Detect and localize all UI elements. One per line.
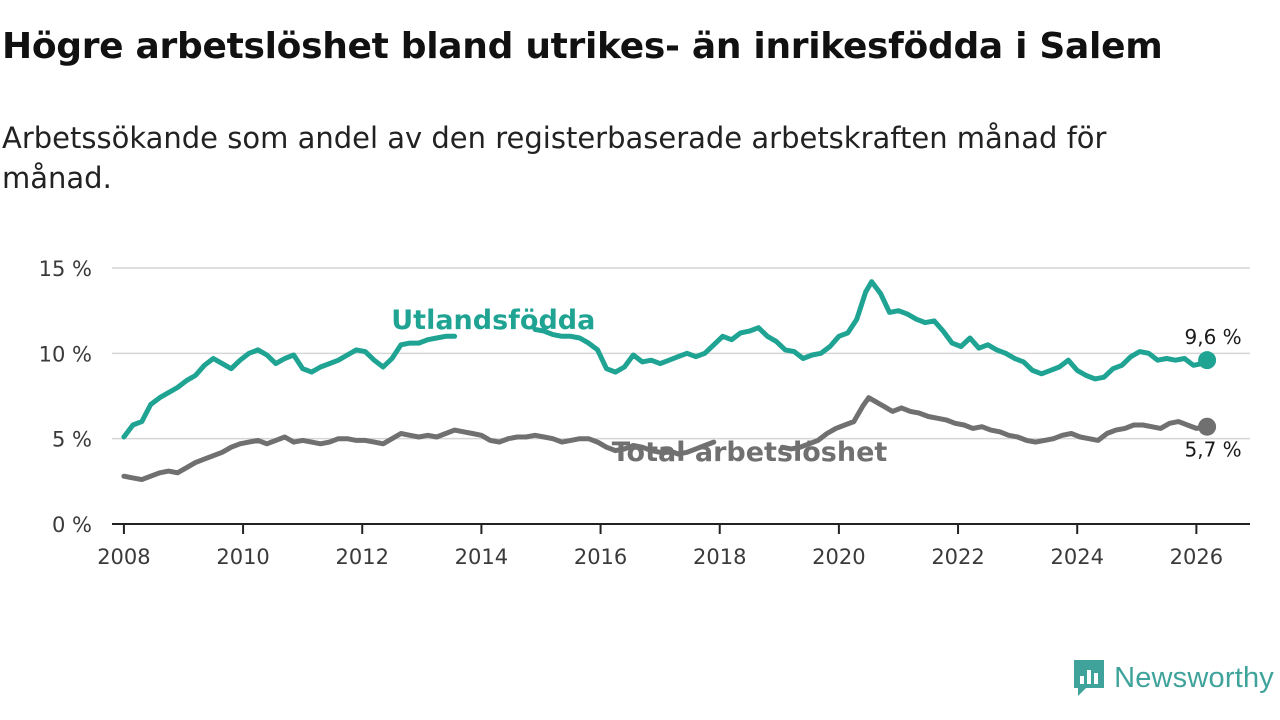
series-end-marker-1 xyxy=(1198,417,1217,436)
series-label-total: Total arbetslöshet xyxy=(612,437,888,468)
chart-title: Högre arbetslöshet bland utrikes- än inr… xyxy=(2,26,1163,67)
x-tick-label: 2020 xyxy=(812,545,865,569)
series-lines xyxy=(121,279,1217,483)
brand-name: Newsworthy xyxy=(1114,661,1274,694)
series-end-marker-0 xyxy=(1198,351,1217,370)
x-tick-label: 2010 xyxy=(216,545,269,569)
x-tick-label: 2016 xyxy=(574,545,627,569)
x-tick-label: 2022 xyxy=(931,545,984,569)
x-axis: 2008 2010 2012 2014 2016 2018 2020 2022 2024 2026 xyxy=(97,523,1250,569)
end-value-total: 5,7 % xyxy=(1185,438,1242,462)
series-labels: Utlandsfödda Total arbetslöshet 9,6 % 5,7 % xyxy=(391,305,1241,468)
newsworthy-logo-icon xyxy=(1074,660,1105,696)
y-tick-label: 0 % xyxy=(52,513,92,537)
y-axis-ticks: 0 % 5 % 10 % 15 % xyxy=(39,257,92,537)
x-tick-label: 2026 xyxy=(1170,545,1223,569)
chart-subtitle: Arbetssökande som andel av den registerb… xyxy=(2,121,1107,195)
x-tick-label: 2024 xyxy=(1050,545,1103,569)
y-tick-label: 10 % xyxy=(39,342,92,366)
x-tick-label: 2008 xyxy=(97,545,150,569)
brand-logo: Newsworthy xyxy=(1072,658,1274,698)
y-tick-label: 5 % xyxy=(52,428,92,452)
y-tick-label: 15 % xyxy=(39,257,92,281)
series-line-0 xyxy=(121,279,1210,440)
x-tick-label: 2014 xyxy=(455,545,508,569)
x-tick-label: 2012 xyxy=(336,545,389,569)
x-tick-label: 2018 xyxy=(693,545,746,569)
series-label-utlandsfodda: Utlandsfödda xyxy=(391,305,595,336)
end-value-utlandsfodda: 9,6 % xyxy=(1185,325,1242,349)
series-line-1 xyxy=(121,395,1210,483)
